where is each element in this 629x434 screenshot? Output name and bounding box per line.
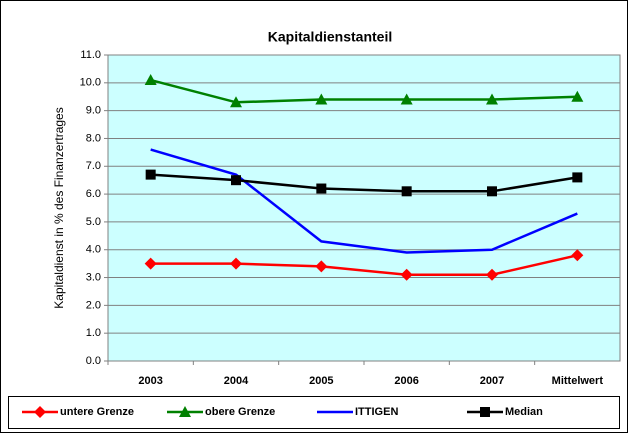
y-tick-label: 11.0 xyxy=(80,49,101,61)
y-axis-label: Kapitaldienst in % des Finanzertrages xyxy=(52,107,66,308)
legend xyxy=(8,396,620,429)
marker xyxy=(571,249,584,262)
marker xyxy=(400,268,413,281)
x-tick-label: 2007 xyxy=(480,375,504,387)
marker xyxy=(316,183,327,194)
chart-title: Kapitaldienstanteil xyxy=(268,29,392,45)
y-tick-label: 5.0 xyxy=(86,216,101,228)
marker xyxy=(487,186,497,197)
y-tick-label: 10.0 xyxy=(80,77,101,89)
marker xyxy=(572,172,583,183)
y-tick-label: 0.0 xyxy=(86,355,101,367)
marker xyxy=(179,406,191,417)
y-tick-label: 2.0 xyxy=(86,299,101,311)
legend-label: untere Grenze xyxy=(60,406,134,418)
legend-label: Median xyxy=(505,406,543,418)
marker xyxy=(230,257,242,270)
marker xyxy=(230,96,242,108)
marker xyxy=(144,74,157,86)
x-tick-label: 2003 xyxy=(138,375,162,387)
x-tick-label: Mittelwert xyxy=(552,375,604,387)
marker xyxy=(145,169,156,180)
y-tick-label: 4.0 xyxy=(86,244,101,256)
x-tick-label: 2004 xyxy=(224,375,249,387)
y-tick-label: 6.0 xyxy=(86,188,101,200)
x-tick-label: 2005 xyxy=(309,375,333,387)
legend-label: ITTIGEN xyxy=(355,406,398,418)
marker xyxy=(315,260,328,273)
y-tick-label: 8.0 xyxy=(86,132,101,144)
y-tick-label: 3.0 xyxy=(86,271,101,283)
marker xyxy=(34,406,46,418)
marker xyxy=(571,90,584,102)
legend-label: obere Grenze xyxy=(205,406,275,418)
series-line xyxy=(150,173,578,193)
series-line xyxy=(150,78,578,104)
x-tick-label: 2006 xyxy=(394,375,418,387)
marker xyxy=(231,175,241,186)
y-tick-label: 9.0 xyxy=(86,105,101,117)
series-line xyxy=(150,254,578,277)
marker xyxy=(400,93,413,105)
marker xyxy=(486,268,498,281)
marker xyxy=(480,407,490,417)
y-tick-label: 7.0 xyxy=(86,160,101,172)
marker xyxy=(486,93,498,105)
y-tick-label: 1.0 xyxy=(86,327,101,339)
marker xyxy=(144,257,157,270)
series-line xyxy=(150,148,578,254)
marker xyxy=(315,93,328,105)
marker xyxy=(401,186,412,197)
plot-area xyxy=(107,54,621,362)
